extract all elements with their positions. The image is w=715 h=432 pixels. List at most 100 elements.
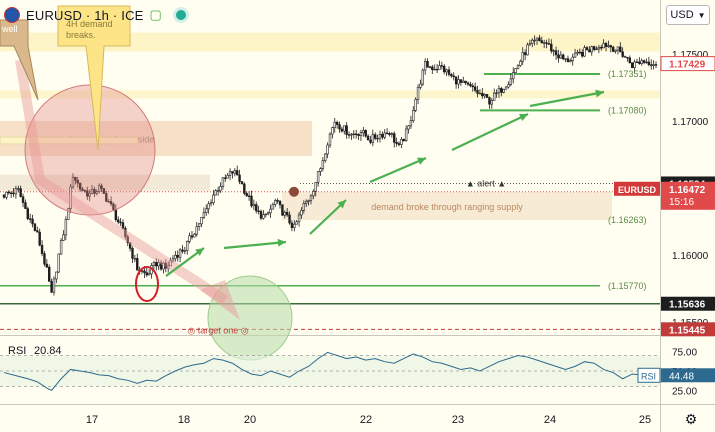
rsi-tick-label: 75.00 xyxy=(672,348,697,359)
candle-body xyxy=(55,271,58,280)
candle-body xyxy=(354,133,358,136)
time-tick-label: 25 xyxy=(639,414,651,426)
candle-body xyxy=(654,64,658,66)
rsi-tag-box xyxy=(637,367,661,383)
candle-body xyxy=(457,79,460,85)
candle-body xyxy=(402,139,405,142)
price-label-box xyxy=(660,56,715,72)
candle-body xyxy=(635,61,639,64)
candle-body xyxy=(109,201,113,205)
trend-arrow-head xyxy=(519,113,528,122)
symbol-tag xyxy=(614,181,660,196)
currency-button[interactable]: USD ▼ xyxy=(666,5,710,25)
candle-body xyxy=(67,208,70,220)
rsi-tag: RSI xyxy=(641,371,656,381)
candle-body xyxy=(469,83,472,87)
gear-icon[interactable]: ⚙ xyxy=(684,411,698,427)
candle-body xyxy=(376,137,379,140)
zone-1 xyxy=(0,90,660,99)
candle-body xyxy=(19,188,22,198)
candle-body xyxy=(585,47,589,51)
candle-body xyxy=(478,92,482,95)
candle-body xyxy=(281,204,284,216)
price-label: 1.15445 xyxy=(669,325,706,336)
candle-body xyxy=(305,201,308,204)
candle-body xyxy=(531,39,534,44)
level-price-label: (1.15770) xyxy=(608,281,647,291)
candle-body xyxy=(50,281,53,293)
candle-body xyxy=(554,50,558,56)
candle-body xyxy=(181,249,184,252)
candle-body xyxy=(576,51,579,54)
trend-arrow-head xyxy=(595,89,604,98)
speech-bubble-icon[interactable]: ▢ xyxy=(149,7,162,22)
highlight-ellipse xyxy=(135,266,159,302)
candle-body xyxy=(219,186,222,191)
candle-body xyxy=(454,76,458,85)
candle-body xyxy=(502,88,505,93)
candle-body xyxy=(64,219,68,236)
candle-body xyxy=(552,50,555,52)
candle-body xyxy=(257,210,260,213)
candle-body xyxy=(152,262,156,266)
candle-body xyxy=(178,249,182,258)
candle-body xyxy=(592,46,596,50)
candle-body xyxy=(357,134,360,136)
candle-body xyxy=(121,222,125,229)
candle-body xyxy=(326,144,329,155)
candle-body xyxy=(607,45,610,47)
candle-body xyxy=(347,134,351,136)
candle-body xyxy=(588,49,591,53)
candle-body xyxy=(652,64,655,66)
candle-body xyxy=(231,171,234,174)
candle-body xyxy=(602,43,605,49)
candle-body xyxy=(328,133,332,146)
candle-body xyxy=(547,43,551,45)
candle-body xyxy=(628,57,632,64)
candle-body xyxy=(262,214,265,219)
candle-body xyxy=(483,94,486,97)
candle-body xyxy=(288,214,291,224)
trend-arrow xyxy=(369,156,427,184)
candle-body xyxy=(381,133,384,138)
candle-body xyxy=(528,43,532,46)
candle-body xyxy=(476,90,479,94)
candle-body xyxy=(76,180,79,184)
candle-body xyxy=(638,61,641,64)
time-tick-label: 22 xyxy=(360,414,372,426)
candle-body xyxy=(538,37,541,41)
candle-body xyxy=(335,121,339,125)
candle-body xyxy=(264,213,267,216)
candle-body xyxy=(33,223,37,231)
candle-body xyxy=(521,52,524,62)
bar-countdown: 15:16 xyxy=(669,197,694,208)
candle-body xyxy=(559,54,563,59)
candle-body xyxy=(395,142,398,144)
candle-body xyxy=(573,52,577,58)
candle-body xyxy=(159,262,163,270)
symbol-header[interactable]: EURUSD · 1h · ICE ▢ xyxy=(4,4,186,26)
candle-body xyxy=(293,223,296,228)
candle-body xyxy=(400,139,403,145)
candle-body xyxy=(423,61,427,71)
candle-body xyxy=(238,174,241,182)
callout-text: well xyxy=(1,24,18,34)
currency-label: USD xyxy=(670,9,694,21)
candle-body xyxy=(26,208,29,219)
level-price-label: (1.17351) xyxy=(608,69,647,79)
candle-body xyxy=(366,135,370,141)
candle-body xyxy=(128,242,132,249)
candle-body xyxy=(631,62,634,68)
candle-body xyxy=(107,201,110,203)
candle-body xyxy=(597,47,601,50)
symbol-title[interactable]: EURUSD · 1h · ICE xyxy=(26,7,144,23)
candle-body xyxy=(112,203,115,210)
candle-body xyxy=(445,69,448,73)
candle-body xyxy=(136,258,139,271)
candle-body xyxy=(247,195,251,197)
candle-body xyxy=(95,191,99,194)
candle-body xyxy=(533,39,536,42)
price-tick-label: 1.17500 xyxy=(672,50,709,61)
